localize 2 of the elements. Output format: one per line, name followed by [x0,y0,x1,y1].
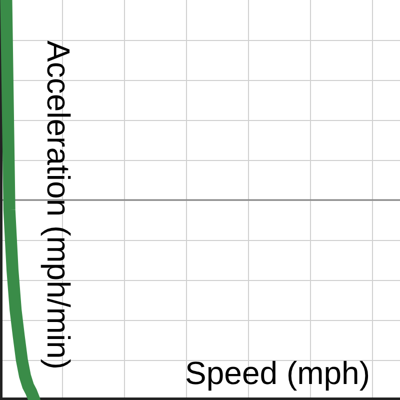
x-axis-title: Speed (mph) [185,355,370,392]
y-axis-title: Acceleration (mph/min) [40,40,76,370]
